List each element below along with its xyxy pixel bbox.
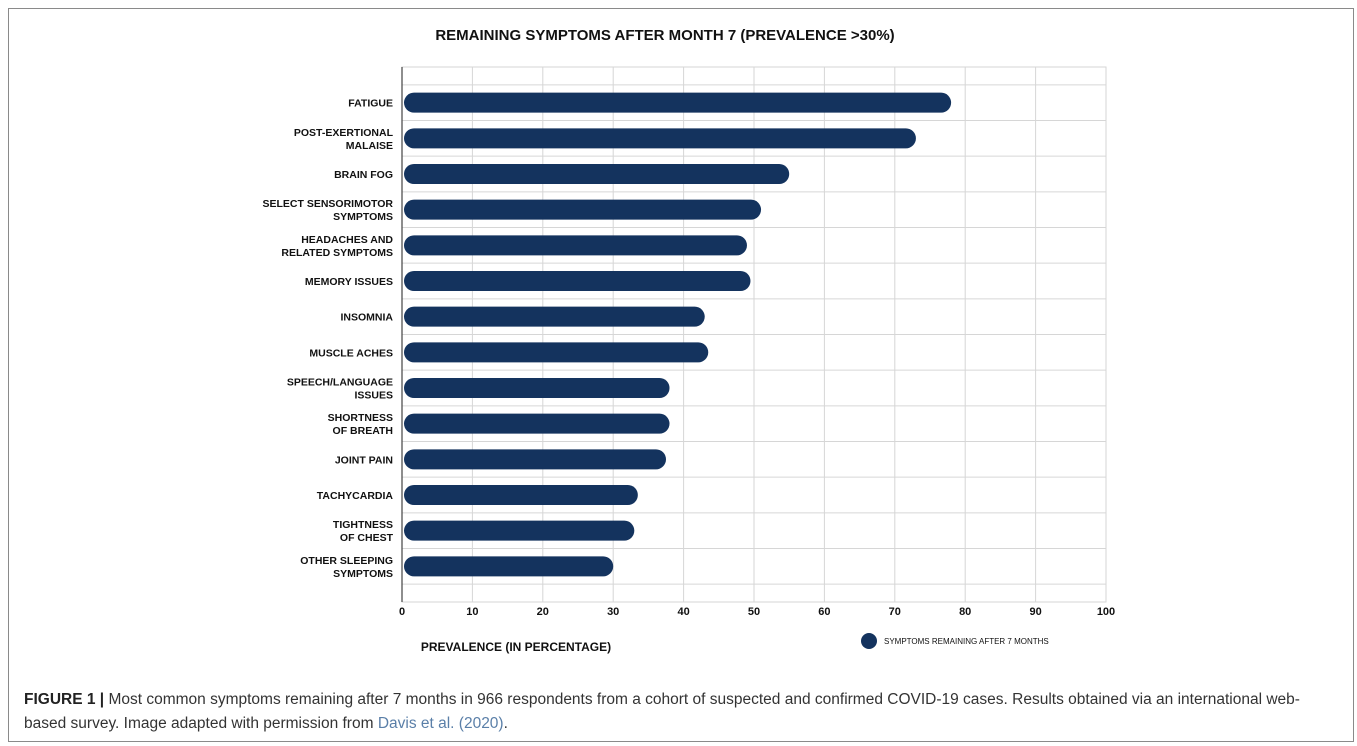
bar xyxy=(404,235,747,256)
category-label: MUSCLE ACHES xyxy=(309,347,393,359)
bar-chart: REMAINING SYMPTOMS AFTER MONTH 7 (PREVAL… xyxy=(263,27,1116,654)
x-tick-label: 20 xyxy=(537,606,549,618)
legend-label: SYMPTOMS REMAINING AFTER 7 MONTHS xyxy=(884,637,1049,646)
x-tick-label: 100 xyxy=(1097,606,1115,618)
category-label: FATIGUE xyxy=(348,98,393,110)
category-labels: FATIGUE POST-EXERTIONAL MALAISE BRAIN FOG SE… xyxy=(263,98,394,580)
category-label: POST-EXERTIONAL MALAISE xyxy=(294,127,394,152)
chart-title: REMAINING SYMPTOMS AFTER MONTH 7 (PREVAL… xyxy=(435,27,894,44)
x-axis-label: PREVALENCE (IN PERCENTAGE) xyxy=(421,640,611,654)
x-tick-label: 60 xyxy=(818,606,830,618)
category-label: SPEECH/LANGUAGE ISSUES xyxy=(287,377,393,402)
caption-label: FIGURE 1 | xyxy=(24,691,105,708)
legend-marker xyxy=(861,633,877,649)
bar xyxy=(404,556,614,577)
bar xyxy=(404,92,952,113)
bar xyxy=(404,413,670,434)
category-label: SHORTNESS OF BREATH xyxy=(328,412,393,437)
bar xyxy=(404,520,635,541)
category-label: TACHYCARDIA xyxy=(317,490,394,502)
bar xyxy=(404,199,762,220)
caption-reference-link[interactable]: Davis et al. (2020) xyxy=(377,715,504,732)
category-label: MEMORY ISSUES xyxy=(305,276,393,288)
x-tick-label: 80 xyxy=(959,606,971,618)
x-tick-label: 40 xyxy=(677,606,689,618)
x-tick-label: 90 xyxy=(1029,606,1041,618)
legend: SYMPTOMS REMAINING AFTER 7 MONTHS xyxy=(861,633,1049,649)
bar xyxy=(404,378,670,398)
figure-caption: FIGURE 1 | Most common symptoms remainin… xyxy=(24,688,1340,736)
category-label: HEADACHES AND RELATED SYMPTOMS xyxy=(281,234,393,259)
bar xyxy=(404,271,751,291)
bar xyxy=(404,164,790,184)
figure-frame xyxy=(8,8,1354,742)
x-tick-label: 10 xyxy=(466,606,478,618)
grid xyxy=(401,66,1107,603)
x-tick-labels: 0 10 20 30 40 50 60 70 80 90 100 xyxy=(399,606,1115,618)
category-label: BRAIN FOG xyxy=(334,169,393,181)
caption-end: . xyxy=(503,715,508,732)
x-tick-label: 30 xyxy=(607,606,619,618)
category-label: JOINT PAIN xyxy=(335,454,393,466)
bar xyxy=(404,449,666,470)
x-tick-label: 70 xyxy=(889,606,901,618)
bar xyxy=(404,342,709,363)
bar xyxy=(404,128,916,149)
bars xyxy=(404,92,952,577)
category-label: SELECT SENSORIMOTOR SYMPTOMS xyxy=(263,198,394,223)
bar xyxy=(404,485,638,505)
category-label: TIGHTNESS OF CHEST xyxy=(333,519,394,544)
category-label: OTHER SLEEPING SYMPTOMS xyxy=(300,555,393,580)
bar xyxy=(404,306,705,327)
x-tick-label: 50 xyxy=(748,606,760,618)
caption-text: Most common symptoms remaining after 7 m… xyxy=(24,691,1300,732)
category-label: INSOMNIA xyxy=(341,312,394,324)
x-tick-label: 0 xyxy=(399,606,405,618)
